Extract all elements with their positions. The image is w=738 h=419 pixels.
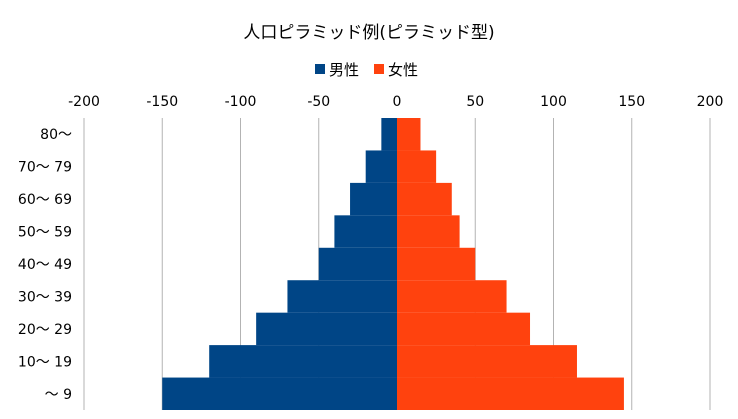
- y-category-label: 20～ 29: [18, 322, 72, 338]
- bar-female: [397, 215, 460, 248]
- legend-label-male: 男性: [329, 61, 359, 79]
- bar-male: [256, 312, 397, 346]
- y-category-label: 40～ 49: [18, 257, 72, 273]
- bar-female: [397, 118, 421, 151]
- x-tick-label: -200: [68, 94, 100, 110]
- bar-male: [381, 118, 397, 151]
- legend: 男性 女性: [315, 61, 418, 79]
- x-axis-tick-labels: -200 -150 -100 -50 0 50 100 150 200: [68, 94, 723, 110]
- x-tick-label: -150: [146, 94, 178, 110]
- bar-male: [334, 215, 397, 248]
- bar-female: [397, 377, 624, 410]
- bar-male: [209, 345, 397, 378]
- bar-female: [397, 247, 476, 281]
- bar-male: [162, 377, 397, 410]
- y-category-label: 30～ 39: [18, 289, 72, 305]
- legend-label-female: 女性: [388, 61, 418, 79]
- legend-swatch-male: [315, 64, 325, 74]
- bar-female: [397, 345, 577, 378]
- y-category-label: 80～: [40, 127, 72, 143]
- y-category-label: ～ 9: [45, 387, 72, 403]
- y-category-label: 10～ 19: [18, 354, 72, 370]
- bar-male: [318, 247, 397, 281]
- bar-male: [350, 182, 397, 216]
- bars: [162, 118, 624, 410]
- bar-female: [397, 182, 452, 216]
- y-category-label: 60～ 69: [18, 192, 72, 208]
- bar-male: [287, 280, 397, 313]
- x-tick-label: -50: [307, 94, 330, 110]
- x-tick-label: 0: [393, 94, 402, 110]
- chart-title: 人口ピラミッド例(ピラミッド型): [243, 23, 494, 43]
- x-tick-label: 100: [540, 94, 567, 110]
- x-tick-label: 150: [618, 94, 645, 110]
- x-tick-label: 200: [697, 94, 724, 110]
- legend-swatch-female: [374, 64, 384, 74]
- bar-male: [365, 150, 397, 183]
- y-category-label: 70～ 79: [18, 160, 72, 176]
- y-category-label: 50～ 59: [18, 225, 72, 241]
- bar-female: [397, 150, 437, 183]
- x-tick-label: -100: [225, 94, 257, 110]
- bar-female: [397, 280, 507, 313]
- y-axis-category-labels: ～ 9 10～ 19 20～ 29 30～ 39 40～ 49 50～ 59 60～ 69 7…: [18, 127, 72, 403]
- x-tick-label: 50: [466, 94, 484, 110]
- bar-female: [397, 312, 531, 346]
